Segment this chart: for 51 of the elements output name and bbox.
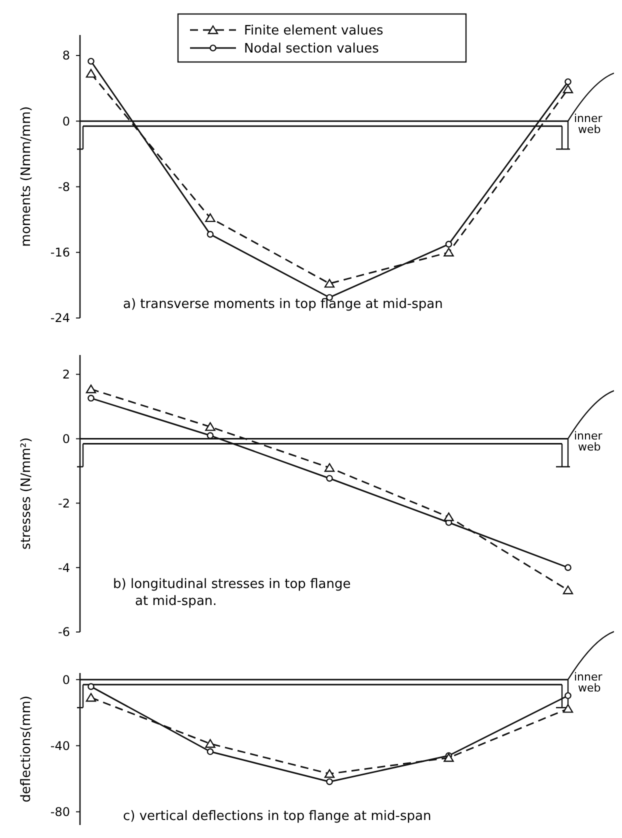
point xyxy=(562,586,574,594)
ref-line-label: inner web xyxy=(574,670,603,695)
y-tick-label: 0 xyxy=(62,114,70,128)
point xyxy=(562,84,574,94)
point xyxy=(445,240,452,248)
point xyxy=(564,692,572,700)
point xyxy=(564,78,572,86)
legend-label: Nodal section values xyxy=(244,42,380,57)
point xyxy=(86,68,96,78)
y-tick-label: 8 xyxy=(62,48,70,63)
point xyxy=(206,432,214,439)
y-tick-label: 0 xyxy=(62,672,70,687)
point xyxy=(444,248,454,256)
point xyxy=(326,474,333,482)
y-axis-title: stresses (N/mm²) xyxy=(19,437,34,550)
point xyxy=(205,422,216,431)
point xyxy=(206,230,214,238)
y-axis-title: moments (Nmm/mm) xyxy=(19,106,34,247)
y-tick-label: -24 xyxy=(50,311,70,326)
point xyxy=(326,778,333,786)
point xyxy=(564,564,572,571)
y-tick-label: -16 xyxy=(50,246,70,260)
y-tick-label: -6 xyxy=(58,625,70,640)
y-tick-label: 2 xyxy=(62,368,70,382)
text: c) vertical deflections in top flange at mid-span xyxy=(123,809,432,824)
point xyxy=(88,683,94,690)
point xyxy=(324,769,335,778)
ref-line-label: inner web xyxy=(574,430,603,454)
point xyxy=(324,278,335,288)
point xyxy=(206,748,214,756)
point xyxy=(86,384,96,394)
y-axis-title: deflections(mm) xyxy=(19,696,34,802)
legend-label: Finite element values xyxy=(244,24,384,39)
text: a) transverse moments in top flange at mid-span xyxy=(123,297,443,312)
y-tick-label: 0 xyxy=(62,432,70,446)
point xyxy=(88,394,94,402)
point xyxy=(444,753,454,762)
point xyxy=(324,463,335,472)
point xyxy=(205,739,216,748)
point xyxy=(88,58,94,65)
text: b) longitudinal stresses in top flange at mid-span. xyxy=(113,577,351,609)
y-tick-label: -80 xyxy=(50,804,70,819)
ref-line-label: inner web xyxy=(574,112,603,136)
y-tick-label: -8 xyxy=(58,180,70,194)
point xyxy=(562,704,574,713)
y-tick-label: -2 xyxy=(58,496,70,510)
y-tick-label: -40 xyxy=(50,738,70,753)
y-tick-label: -4 xyxy=(58,560,70,575)
point xyxy=(444,512,454,522)
point xyxy=(205,213,216,222)
point xyxy=(86,693,96,702)
